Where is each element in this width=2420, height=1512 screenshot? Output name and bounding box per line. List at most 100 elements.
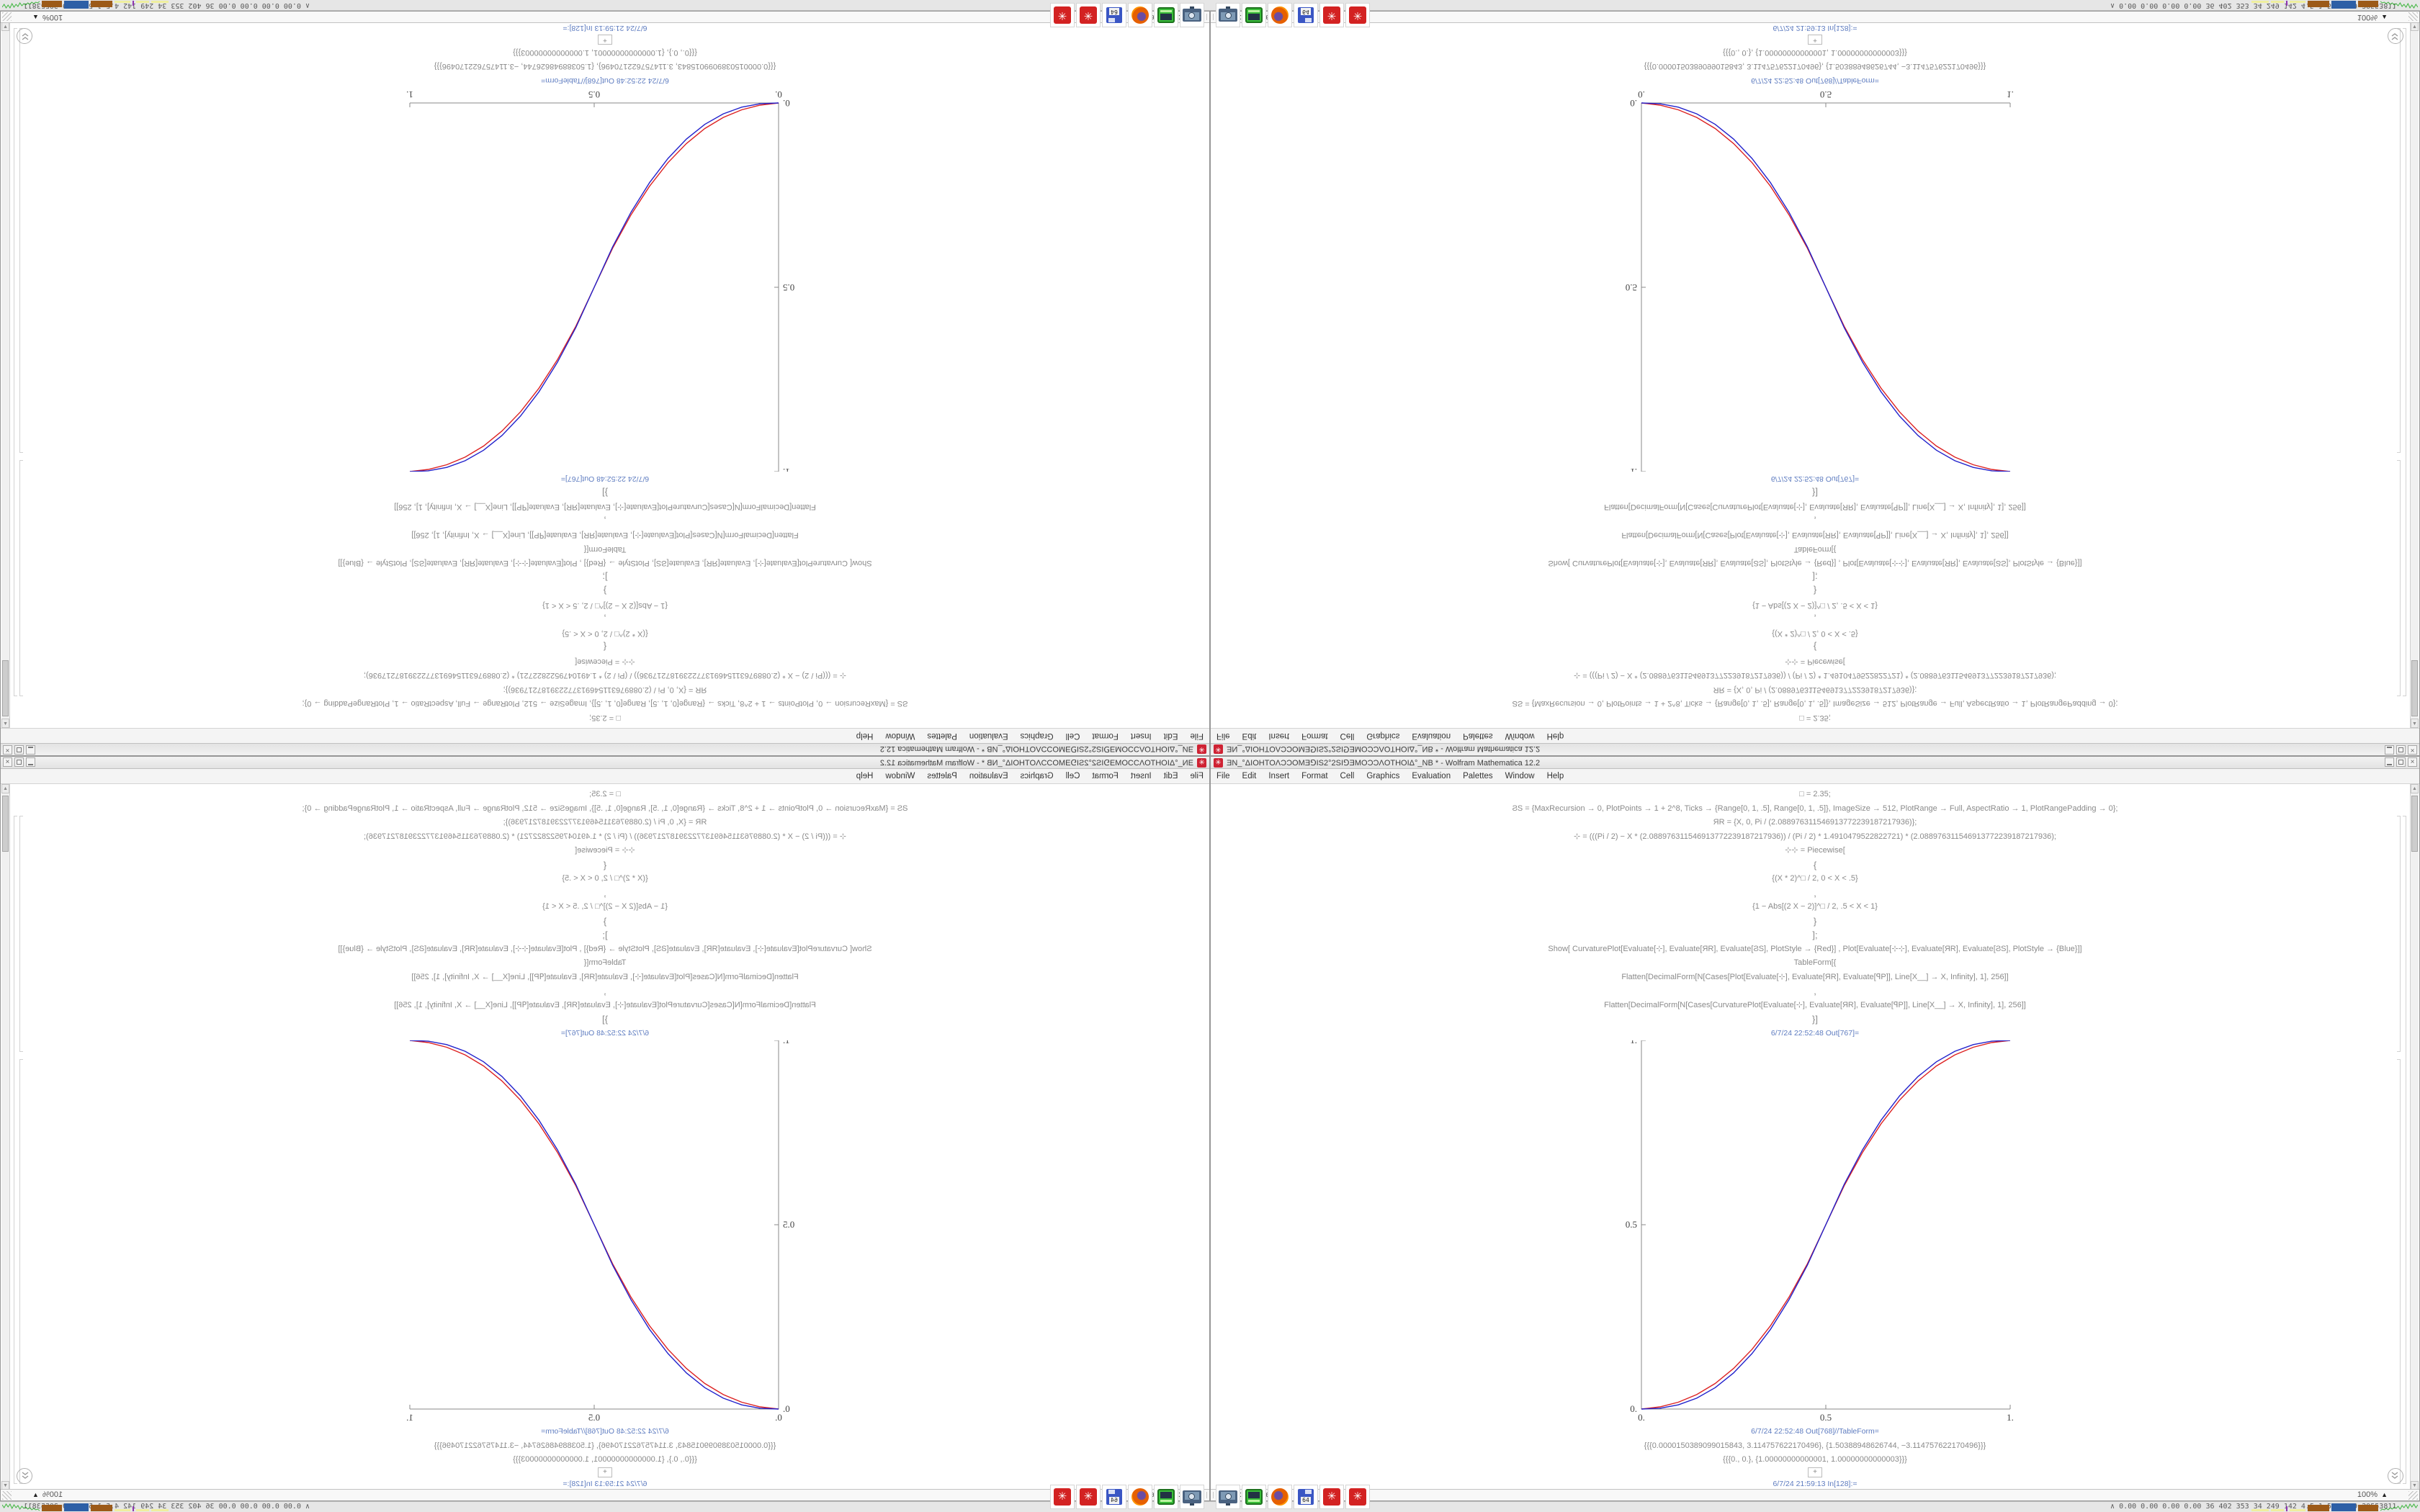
minimize-button[interactable] [26,745,35,755]
code-line-13[interactable]: TableForm[{ [1793,958,1837,967]
code-line-10[interactable]: } [1813,915,1817,927]
menu-item-insert[interactable]: Insert [1130,772,1152,780]
code-line-16[interactable]: Flatten[DecimalForm[N[Cases[CurvaturePlo… [394,1000,816,1009]
code-line-14[interactable]: Flatten[DecimalForm[N[Cases[Plot[Evaluat… [1621,531,2009,540]
code-line-7[interactable]: {(X * 2)^□ / 2, 0 < X < .5} [1772,629,1858,638]
vice-c64-floppy-icon[interactable]: 64 [1294,3,1318,27]
code-line-11[interactable]: ]; [1812,930,1818,940]
code-line-16[interactable]: Flatten[DecimalForm[N[Cases[CurvaturePlo… [394,503,816,512]
menu-item-graphics[interactable]: Graphics [1366,772,1400,780]
menu-item-window[interactable]: Window [885,732,915,740]
maximize-button[interactable] [14,757,24,767]
code-line-9[interactable]: {1 − Abs[(2 X − 2)]^□ / 2, .5 < X < 1} [1752,601,1878,610]
code-line-10[interactable]: } [1813,585,1817,597]
title-bar[interactable]: ✳ ƎN_°ΔIOHTOΛϽϽOMƎ⅁IS2°2SI⅁ƎMOϽϽΛOTHOIΔ°… [1211,743,2419,755]
notebook-content[interactable]: □ = 2.35; ϨS = {MaxRecursion → 0, PlotPoi… [1,784,1209,1490]
resize-grip-icon[interactable] [2408,1491,2418,1500]
red-gear-icon[interactable]: ✳ [1319,3,1344,27]
code-line-4[interactable]: ⊹ = (((Pi / 2) − X * (2.0889763115469137… [1574,832,2056,841]
plot-canvas[interactable]: 1. 0.5 0.0. 0.5 1. [1614,1040,2017,1425]
menu-item-graphics[interactable]: Graphics [1020,772,1054,780]
code-line-10[interactable]: } [603,915,607,927]
code-line-14[interactable]: Flatten[DecimalForm[N[Cases[Plot[Evaluat… [411,531,799,540]
close-button[interactable]: × [3,745,12,755]
menu-item-cell[interactable]: Cell [1065,732,1080,740]
scroll-to-end-icon[interactable] [2388,1468,2403,1484]
scrollbar-thumb[interactable] [2,796,9,852]
output-row-1[interactable]: {{{0.0000150389099015843, 3.114757622170… [434,62,776,71]
code-line-13[interactable]: TableForm[{ [583,958,627,967]
code-line-13[interactable]: TableForm[{ [1793,545,1837,554]
insert-cell-row[interactable]: + [1,1467,1209,1477]
code-line-11[interactable]: ]; [602,930,608,940]
code-line-8[interactable]: , [604,613,606,625]
menu-item-file[interactable]: File [1216,732,1230,740]
code-line-3[interactable]: ЯR = {X, 0, Pi / (2.08897631154691377223… [1713,818,1917,827]
code-line-12[interactable]: Show[ CurvaturePlot[Evaluate[⊹], Evaluat… [1548,559,2082,568]
code-line-3[interactable]: ЯR = {X, 0, Pi / (2.08897631154691377223… [503,685,707,694]
code-line-1[interactable]: □ = 2.35; [589,790,621,798]
cell-bracket-group[interactable] [14,816,17,1484]
insert-cell-row[interactable]: + [1211,35,2419,45]
scrollbar-thumb[interactable] [2,660,9,716]
zoom-level[interactable]: 100% [2357,13,2378,22]
code-line-16[interactable]: Flatten[DecimalForm[N[Cases[CurvaturePlo… [1604,1000,2026,1009]
code-line-4[interactable]: ⊹ = (((Pi / 2) − X * (2.0889763115469137… [364,832,846,841]
code-line-5[interactable]: ⊹⊹ = Piecewise[ [1785,657,1845,666]
menu-item-file[interactable]: File [1190,772,1204,780]
output-row-1[interactable]: {{{0.0000150389099015843, 3.114757622170… [1644,1441,1986,1450]
scroll-up-icon[interactable]: ▲ [1,719,9,728]
firefox-icon[interactable] [1128,1485,1152,1509]
code-line-15[interactable]: , [1814,516,1816,526]
cell-bracket-output[interactable] [19,1059,23,1484]
vice-c64-floppy-icon[interactable]: 64 [1294,1485,1318,1509]
vice-c64-floppy-icon[interactable]: 64 [1102,3,1126,27]
notebook-content[interactable]: □ = 2.35; ϨS = {MaxRecursion → 0, PlotPoi… [1211,784,2419,1490]
title-bar[interactable]: ✳ ƎN_°ΔIOHTOΛϽϽOMƎ⅁IS2°2SI⅁ƎMOϽϽΛOTHOIΔ°… [1211,757,2419,769]
code-line-11[interactable]: ]; [1812,572,1818,582]
code-line-6[interactable]: { [603,642,607,653]
code-line-5[interactable]: ⊹⊹ = Piecewise[ [1785,846,1845,855]
zoom-level[interactable]: 100% [42,1490,63,1499]
code-line-12[interactable]: Show[ CurvaturePlot[Evaluate[⊹], Evaluat… [338,559,872,568]
insert-cell-plus-icon[interactable]: + [598,35,612,45]
output-plot[interactable]: 1. 0.5 0.0. 0.5 1. [1211,1040,2419,1425]
menu-item-format[interactable]: Format [1092,772,1119,780]
menu-item-file[interactable]: File [1216,772,1230,780]
output-plot[interactable]: 1. 0.5 0.0. 0.5 1. [1,1040,1209,1425]
minimize-button[interactable] [2385,757,2394,767]
vertical-scrollbar[interactable]: ▲ ▼ [2410,784,2419,1490]
output-row-1[interactable]: {{{0.0000150389099015843, 3.114757622170… [434,1441,776,1450]
menu-item-window[interactable]: Window [1505,772,1535,780]
plot-canvas[interactable]: 1. 0.5 0.0. 0.5 1. [1614,87,2017,472]
code-line-3[interactable]: ЯR = {X, 0, Pi / (2.08897631154691377223… [1713,685,1917,694]
output-plot[interactable]: 1. 0.5 0.0. 0.5 1. [1,87,1209,472]
red-gear-icon[interactable]: ✳ [1345,1485,1370,1509]
code-line-17[interactable]: }] [602,487,608,498]
menu-item-help[interactable]: Help [856,732,874,740]
code-line-7[interactable]: {(X * 2)^□ / 2, 0 < X < .5} [562,629,648,638]
menu-item-graphics[interactable]: Graphics [1366,732,1400,740]
menu-item-cell[interactable]: Cell [1065,772,1080,780]
code-line-16[interactable]: Flatten[DecimalForm[N[Cases[CurvaturePlo… [1604,503,2026,512]
menu-item-help[interactable]: Help [1546,772,1564,780]
code-line-9[interactable]: {1 − Abs[(2 X − 2)]^□ / 2, .5 < X < 1} [542,601,668,610]
menu-item-palettes[interactable]: Palettes [927,732,957,740]
notebook-content[interactable]: □ = 2.35; ϨS = {MaxRecursion → 0, PlotPoi… [1,22,1209,728]
code-line-15[interactable]: , [1814,986,1816,996]
menu-item-evaluation[interactable]: Evaluation [969,732,1008,740]
zoom-stepper-icon[interactable]: ▲ [2381,1491,2388,1498]
vice-c64-floppy-icon[interactable]: 64 [1102,1485,1126,1509]
vertical-scrollbar[interactable]: ▲ ▼ [1,784,10,1490]
code-line-12[interactable]: Show[ CurvaturePlot[Evaluate[⊹], Evaluat… [1548,944,2082,953]
code-line-6[interactable]: { [1813,642,1817,653]
code-line-1[interactable]: □ = 2.35; [589,714,621,722]
menu-item-insert[interactable]: Insert [1268,772,1290,780]
code-line-12[interactable]: Show[ CurvaturePlot[Evaluate[⊹], Evaluat… [338,944,872,953]
menu-item-edit[interactable]: Edit [1242,732,1257,740]
cell-bracket-input[interactable] [19,460,23,696]
menu-item-window[interactable]: Window [1505,732,1535,740]
menu-item-format[interactable]: Format [1092,732,1119,740]
code-line-2[interactable]: ϨS = {MaxRecursion → 0, PlotPoints → 1 +… [302,804,908,813]
insert-cell-row[interactable]: + [1,35,1209,45]
